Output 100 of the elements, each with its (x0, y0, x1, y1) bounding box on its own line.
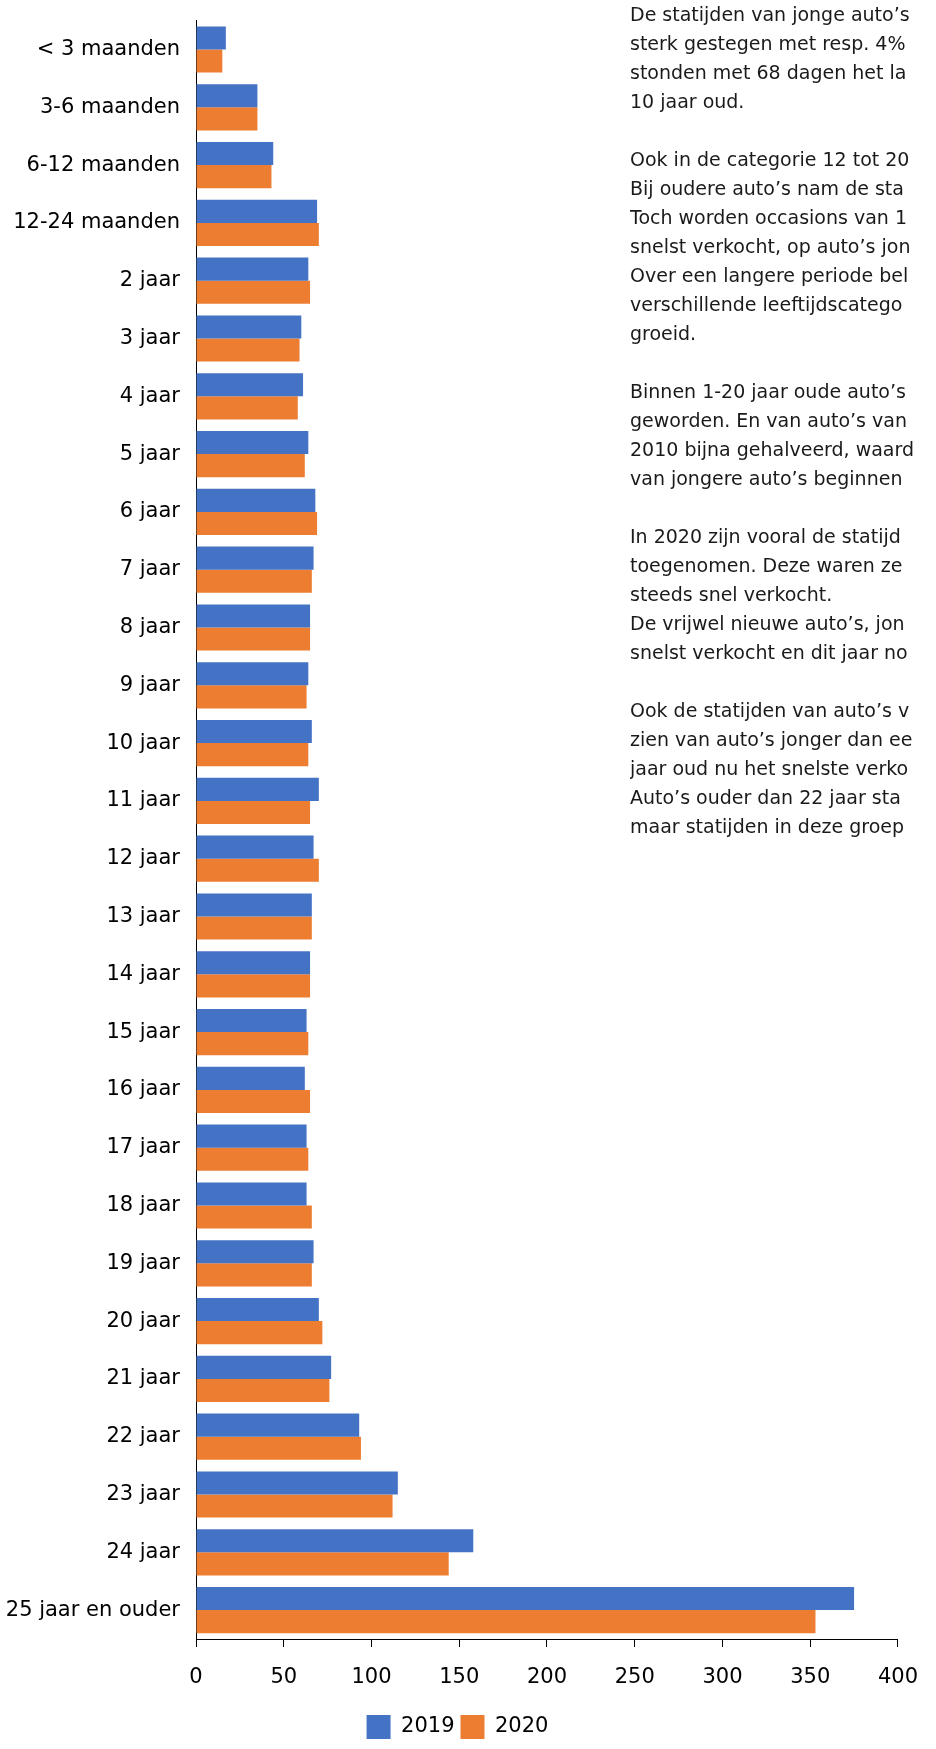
y-tick-label: 8 jaar (119, 613, 181, 638)
y-tick-label: 21 jaar (106, 1365, 181, 1390)
bar (196, 951, 311, 975)
x-tick-label: 400 (877, 1664, 919, 1689)
bar (196, 974, 311, 998)
bar (196, 488, 316, 512)
legend-label: 2020 (495, 1713, 549, 1738)
y-tick-label: 11 jaar (106, 787, 181, 812)
y-tick-label: 12-24 maanden (13, 209, 180, 234)
bar (196, 1066, 305, 1090)
y-tick-label: 16 jaar (106, 1076, 181, 1101)
bar (196, 1436, 361, 1460)
bar (196, 1240, 314, 1264)
bar (196, 1413, 360, 1437)
bar (196, 858, 319, 882)
x-tick-label: 150 (439, 1664, 480, 1689)
y-tick-label: 3-6 maanden (39, 93, 180, 118)
x-tick-label: 250 (614, 1664, 655, 1689)
bar (196, 396, 298, 420)
y-tick-label: 9 jaar (119, 671, 181, 696)
y-tick-label: 22 jaar (106, 1423, 181, 1448)
y-tick-label: 17 jaar (106, 1134, 181, 1159)
bar (196, 1321, 323, 1345)
bar (196, 338, 300, 362)
x-tick-label: 100 (351, 1664, 392, 1689)
bar (196, 719, 312, 744)
bar (196, 1263, 312, 1287)
y-tick-label: < 3 maanden (36, 35, 180, 60)
y-tick-label: 2 jaar (119, 267, 181, 292)
y-tick-label: 13 jaar (106, 902, 181, 927)
y-tick-label: 14 jaar (106, 960, 181, 985)
y-tick-label: 25 jaar en ouder (5, 1596, 181, 1621)
bar (196, 430, 309, 455)
bar (196, 893, 312, 917)
bar (196, 604, 311, 628)
annotation: Ook in de categorie 12 tot 20 Bij oudere auto’s nam de sta Toch worden occasions van 1 snelst verkocht, op auto’s jon Over een langere periode bel verschillende leeftijdscatego groeid. (630, 147, 912, 346)
y-tick-label: 6 jaar (119, 498, 181, 523)
y-tick-label: 12 jaar (106, 845, 181, 870)
bar (196, 222, 319, 247)
y-tick-label: 20 jaar (106, 1307, 181, 1332)
bar (196, 141, 274, 166)
bar (196, 1089, 311, 1114)
bar (196, 1378, 330, 1403)
bar (196, 1008, 307, 1033)
y-tick-label: 3 jaar (119, 324, 181, 349)
bar (196, 26, 226, 50)
bar (196, 1529, 474, 1553)
bar (196, 315, 302, 339)
y-tick-label: 5 jaar (119, 440, 181, 465)
bar (196, 511, 318, 536)
annotation: Ook de statijden van auto’s v zien van auto’s jonger dan ee jaar oud nu het snelste verko Auto’s ouder dan 22 jaar sta maar statijden in deze groep (630, 698, 914, 839)
bar (196, 1355, 332, 1379)
bar (196, 1147, 309, 1171)
bar (196, 1182, 307, 1206)
bar (196, 1471, 398, 1495)
bar (196, 800, 311, 825)
y-tick-label: 15 jaar (106, 1018, 181, 1043)
bar (196, 685, 307, 709)
bar (196, 199, 318, 223)
bar (196, 569, 312, 593)
bar (196, 1494, 393, 1518)
x-tick-label: 200 (526, 1664, 568, 1689)
y-tick-label: 10 jaar (106, 729, 181, 754)
y-tick-label: 18 jaar (106, 1191, 181, 1216)
bar (196, 84, 258, 108)
bar (196, 777, 319, 801)
y-tick-label: 19 jaar (106, 1249, 181, 1274)
x-tick-label: 350 (790, 1664, 831, 1689)
bar (196, 1297, 319, 1322)
bar (196, 107, 258, 131)
x-tick-label: 50 (270, 1664, 298, 1689)
bar (196, 835, 314, 859)
bar (196, 49, 223, 73)
bar (196, 280, 311, 304)
y-tick-label: 23 jaar (106, 1480, 181, 1505)
annotation: In 2020 zijn vooral de statijd toegenomen. Deze waren ze steeds snel verkocht. De vrijwel nieuwe auto’s, jon snelst verkocht en dit jaar no (630, 524, 909, 665)
bar (196, 1552, 449, 1576)
bar (196, 1032, 309, 1056)
bar (196, 257, 309, 281)
legend-label: 2019 (401, 1713, 455, 1738)
y-tick-label: 6-12 maanden (26, 151, 180, 176)
bar (196, 165, 272, 189)
bar (196, 1586, 855, 1611)
y-tick-label: 4 jaar (119, 382, 181, 407)
annotation: De statijden van jonge auto’s sterk gestegen met resp. 4% stonden met 68 dagen het la 10 jaar oud. (630, 2, 911, 114)
bar (196, 627, 311, 651)
bar (196, 662, 309, 686)
annotation: Binnen 1-20 jaar oude auto’s geworden. En van auto’s van 2010 bijna gehalveerd, waard van jongere auto’s beginnen (630, 379, 916, 491)
bar (196, 916, 312, 940)
bar (196, 373, 304, 397)
bar (196, 1205, 312, 1229)
bar (196, 743, 309, 767)
bar (196, 546, 314, 570)
x-tick-label: 0 (189, 1664, 203, 1689)
x-tick-label: 300 (702, 1664, 743, 1689)
bar (196, 1610, 816, 1634)
bar (196, 1124, 307, 1148)
y-tick-label: 7 jaar (119, 556, 181, 581)
bar (196, 454, 305, 478)
y-tick-label: 24 jaar (106, 1538, 181, 1563)
